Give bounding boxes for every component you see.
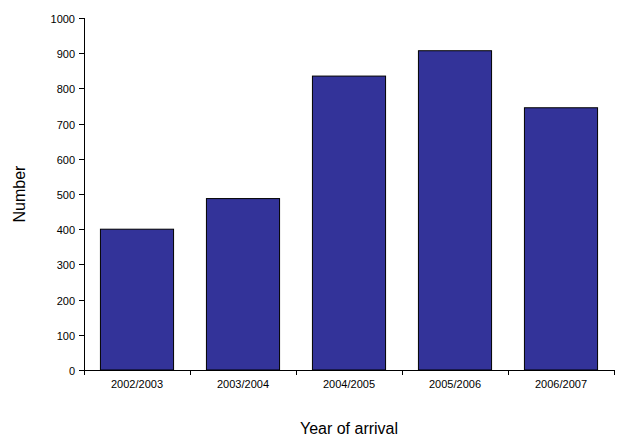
y-tick-label: 600 <box>57 154 75 166</box>
y-tick-label: 300 <box>57 259 75 271</box>
y-tick <box>79 229 84 230</box>
chart-svg: 0 100 200 300 400 500 600 700 800 900 1000 2002/200… <box>0 0 632 446</box>
x-category-tick <box>402 370 403 375</box>
x-tick-label: 2005/2006 <box>429 378 481 390</box>
y-tick <box>79 370 84 371</box>
x-category-tick <box>296 370 297 375</box>
x-tick-label: 2006/2007 <box>535 378 587 390</box>
y-tick <box>79 124 84 125</box>
x-tick-label: 2002/2003 <box>111 378 163 390</box>
y-axis-title: Number <box>11 165 28 223</box>
y-tick-label: 900 <box>57 48 75 60</box>
y-tick <box>79 335 84 336</box>
x-category-tick <box>614 370 615 375</box>
x-axis-title: Year of arrival <box>300 420 398 437</box>
x-category-tick <box>508 370 509 375</box>
bar <box>418 51 491 370</box>
y-tick <box>79 159 84 160</box>
y-tick <box>79 18 84 19</box>
y-tick-label: 500 <box>57 189 75 201</box>
x-axis-line <box>84 370 614 371</box>
bar <box>206 199 279 370</box>
y-tick-label: 400 <box>57 224 75 236</box>
y-tick-label: 200 <box>57 295 75 307</box>
y-tick <box>79 88 84 89</box>
y-axis-line <box>84 18 85 370</box>
x-category-tick <box>84 370 85 375</box>
y-tick-label: 0 <box>69 365 75 377</box>
bars <box>100 51 597 370</box>
y-tick-label: 800 <box>57 83 75 95</box>
x-tick-label: 2004/2005 <box>323 378 375 390</box>
y-tick-label: 700 <box>57 119 75 131</box>
y-tick <box>79 300 84 301</box>
bar <box>524 108 597 370</box>
y-tick <box>79 53 84 54</box>
y-tick <box>79 194 84 195</box>
y-tick <box>79 264 84 265</box>
chart-container: 0 100 200 300 400 500 600 700 800 900 1000 2002/200… <box>0 0 632 446</box>
bar <box>312 76 385 370</box>
y-tick-label: 100 <box>57 330 75 342</box>
y-tick-label: 1000 <box>51 13 75 25</box>
x-category-tick <box>190 370 191 375</box>
bar <box>100 229 173 370</box>
x-tick-label: 2003/2004 <box>217 378 269 390</box>
